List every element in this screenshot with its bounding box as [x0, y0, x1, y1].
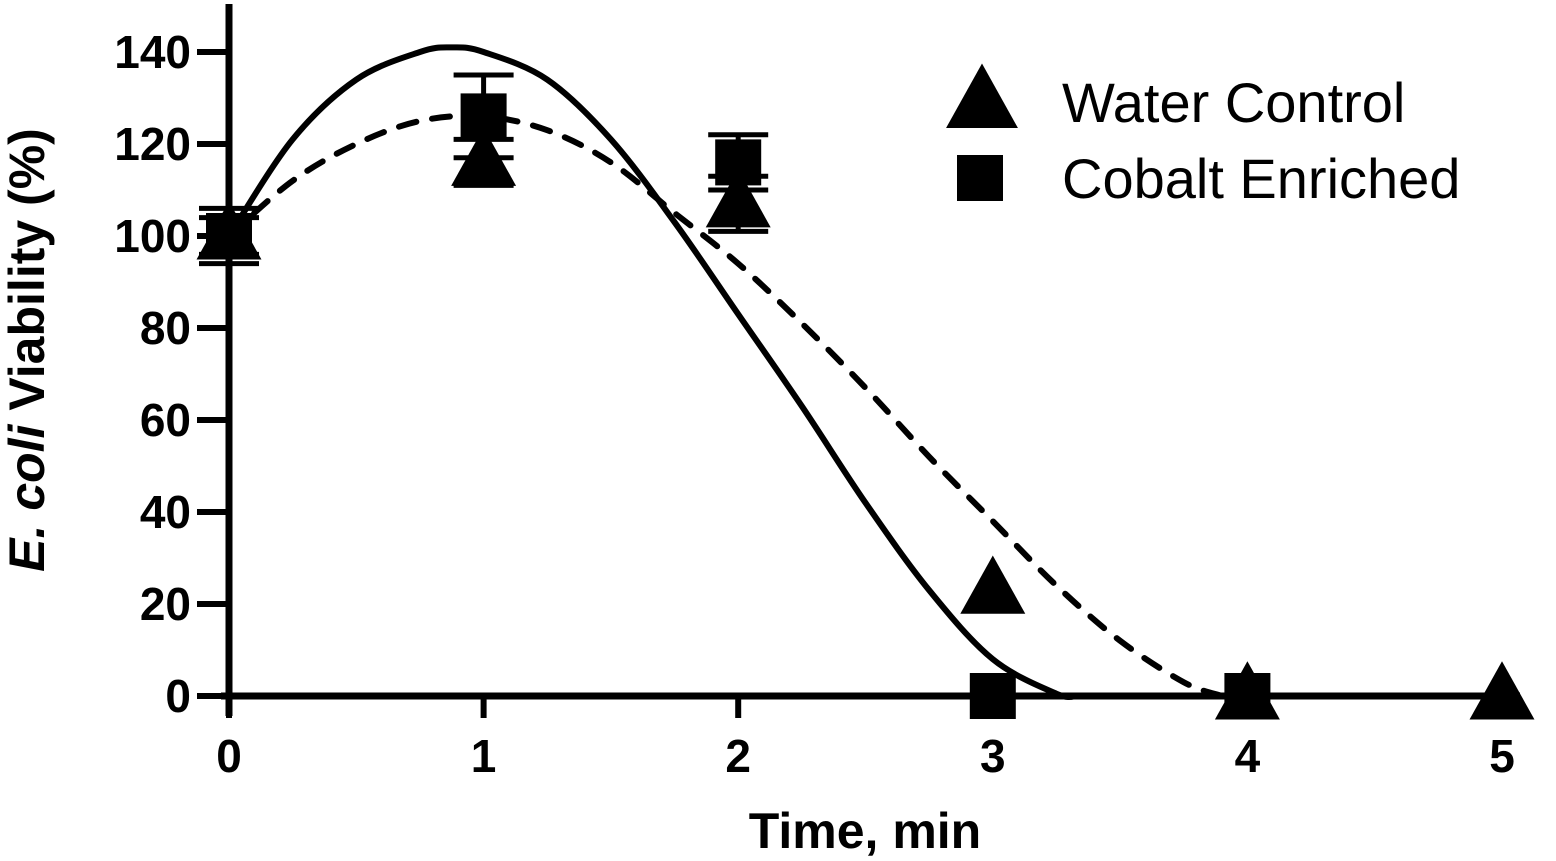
- y-tick-label-0: 0: [165, 670, 191, 722]
- y-tick-label-80: 80: [140, 302, 191, 354]
- marker-water-control-5: [1469, 661, 1535, 720]
- y-tick-label-120: 120: [114, 118, 191, 170]
- y-axis-title: E. coli Viability (%): [0, 128, 55, 572]
- y-axis-title-rest: Viability (%): [0, 128, 55, 424]
- marker-water-control-1: [451, 127, 517, 186]
- x-tick-label-4: 4: [1235, 730, 1261, 782]
- y-tick-label-20: 20: [140, 578, 191, 630]
- legend-marker-cobalt-enriched: [957, 155, 1003, 201]
- fit-curve-cobalt-enriched: [226, 112, 1225, 699]
- y-axis-title-italic: E. coli: [0, 423, 55, 571]
- fit-curves: [226, 44, 1225, 701]
- x-axis-title: Time, min: [749, 803, 981, 859]
- legend: Water Control Cobalt Enriched: [946, 63, 1460, 210]
- x-tick-label-0: 0: [216, 730, 242, 782]
- marker-cobalt-enriched-2: [715, 139, 762, 186]
- legend-marker-water-control: [946, 63, 1018, 129]
- y-tick-label-100: 100: [114, 210, 191, 262]
- x-tick-label-2: 2: [725, 730, 751, 782]
- x-tick-label-3: 3: [980, 730, 1006, 782]
- y-tick-label-40: 40: [140, 486, 191, 538]
- y-tick-label-60: 60: [140, 394, 191, 446]
- marker-water-control-2: [705, 169, 771, 228]
- tick-labels: 0 20 40 60 80 100 120 140 0 1 2 3 4 5: [114, 26, 1515, 782]
- legend-label-water-control: Water Control: [1062, 71, 1405, 134]
- x-tick-label-1: 1: [471, 730, 497, 782]
- y-tick-label-140: 140: [114, 26, 191, 78]
- marker-water-control-3: [960, 555, 1026, 614]
- marker-cobalt-enriched-1: [460, 93, 507, 140]
- legend-label-cobalt-enriched: Cobalt Enriched: [1062, 147, 1460, 210]
- axes: [197, 4, 1520, 718]
- fit-curve-water-control: [226, 44, 1080, 701]
- x-tick-label-5: 5: [1489, 730, 1515, 782]
